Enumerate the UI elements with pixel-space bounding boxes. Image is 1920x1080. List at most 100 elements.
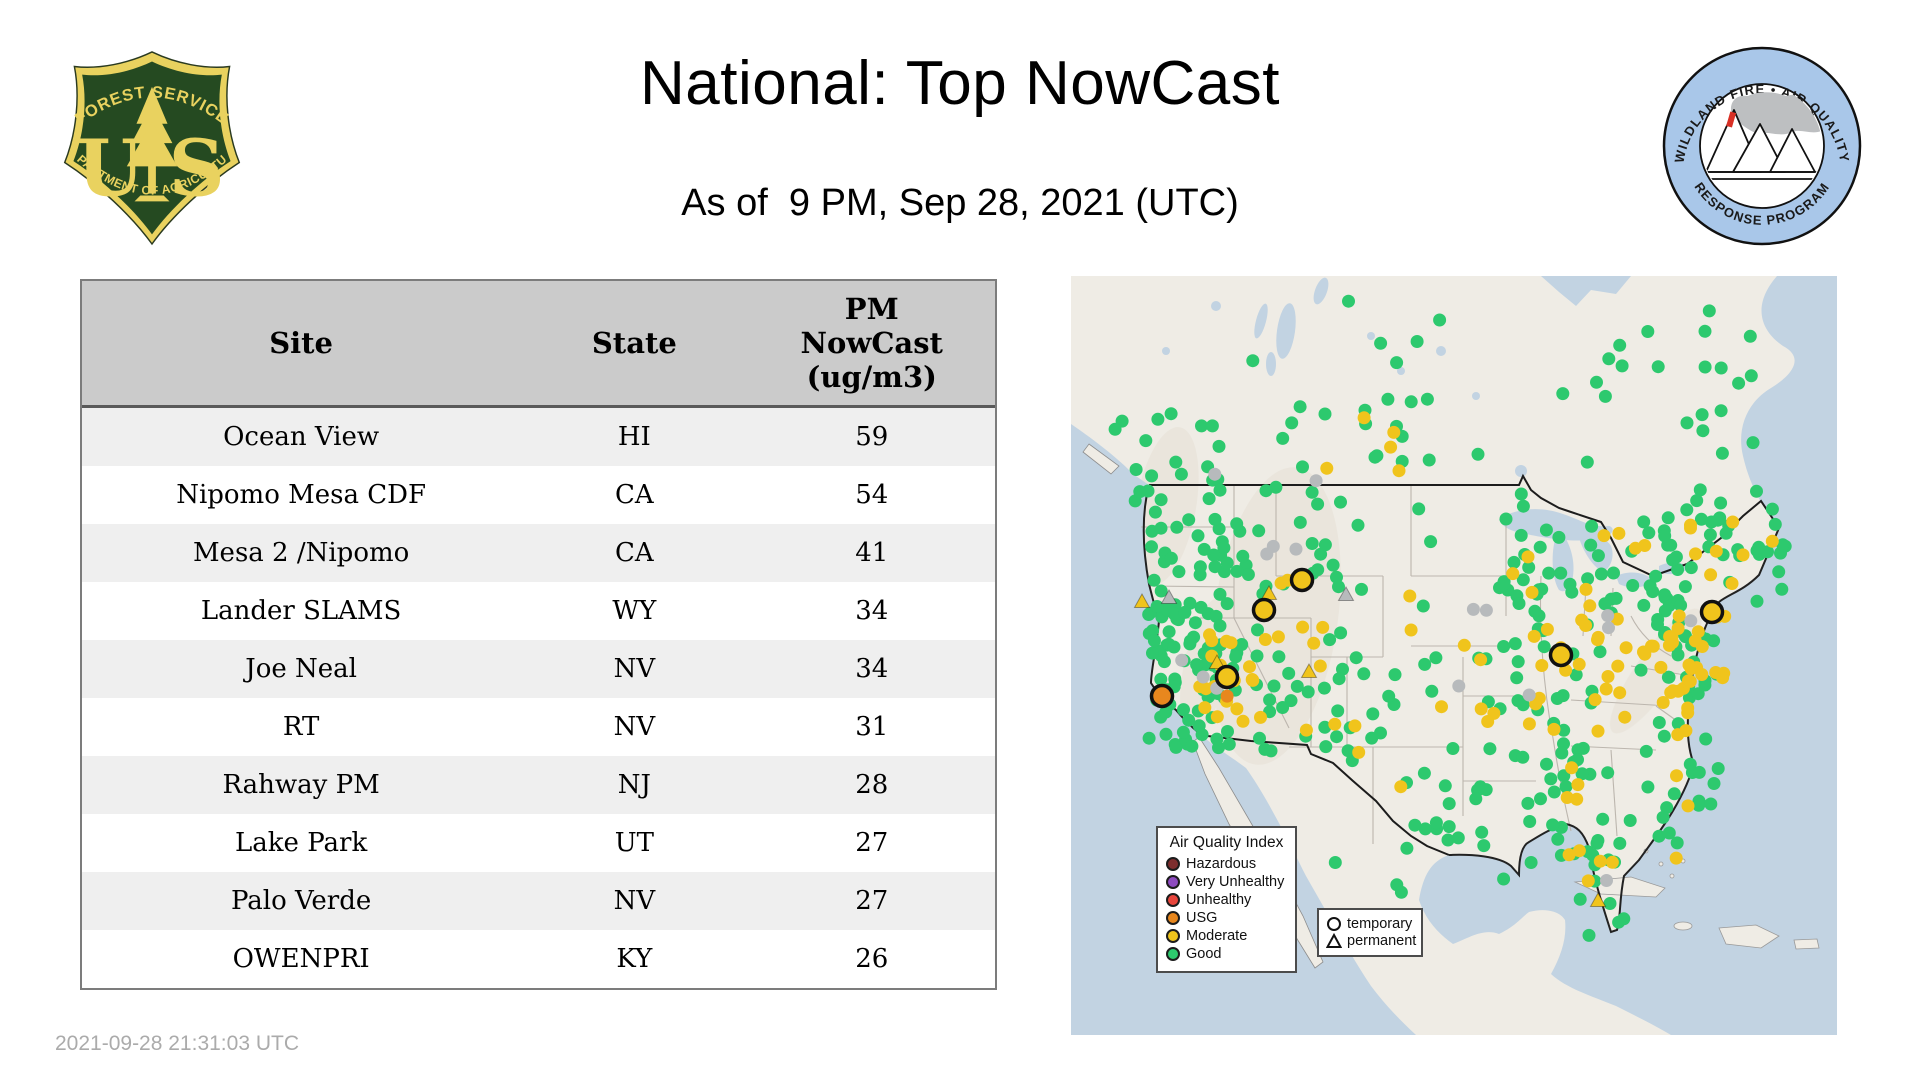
monitor-dot-green xyxy=(1424,535,1438,549)
monitor-dot-green xyxy=(1330,570,1343,584)
monitor-dot-green xyxy=(1195,728,1209,742)
monitor-dot-yellow xyxy=(1681,799,1695,813)
cell-state: WY xyxy=(612,596,657,626)
table-row: Mesa 2 /Nipomo CA 41 xyxy=(82,524,995,582)
monitor-dot-yellow xyxy=(1765,534,1779,548)
monitor-dot-green xyxy=(1172,565,1186,579)
monitor-dot-green xyxy=(1139,434,1153,448)
monitor-dot-green xyxy=(1591,549,1605,563)
monitor-dot-yellow xyxy=(1316,620,1330,634)
monitor-dot-green xyxy=(1301,685,1315,699)
monitor-dot-green xyxy=(1609,591,1623,605)
monitor-dot-yellow xyxy=(1254,710,1267,724)
aqi-legend-label: Unhealthy xyxy=(1186,892,1252,908)
monitor-dot-green xyxy=(1534,792,1547,806)
monitor-dot-green xyxy=(1188,616,1202,630)
monitor-dot-green xyxy=(1178,605,1192,619)
monitor-dot-gray xyxy=(1466,602,1480,616)
aqi-legend: Air Quality Index Hazardous Very Unhealth… xyxy=(1156,826,1297,973)
aqi-legend-label: Very Unhealthy xyxy=(1186,874,1285,890)
monitor-dot-green xyxy=(1569,668,1583,682)
monitor-dot-gray xyxy=(1196,670,1210,684)
forest-service-shield-icon: FOREST SERVICE DEPARTMENT OF AGRICULTURE… xyxy=(50,29,241,246)
monitor-dot-yellow xyxy=(1736,548,1750,562)
monitor-dot-yellow xyxy=(1671,728,1685,742)
monitor-dot-green xyxy=(1417,766,1431,780)
temporary-monitor-triangle xyxy=(1160,588,1178,604)
monitor-dot-yellow xyxy=(1605,855,1619,869)
cell-site: Joe Neal xyxy=(245,654,357,684)
monitor-dot-green xyxy=(1575,767,1589,781)
monitor-dot-green xyxy=(1658,604,1672,618)
page-title: National: Top NowCast xyxy=(639,49,1280,118)
monitor-dot-yellow xyxy=(1205,634,1219,648)
monitor-dot-green xyxy=(1596,812,1610,826)
monitor-dot-green xyxy=(1584,538,1598,552)
aqi-color-dot xyxy=(1166,893,1180,907)
monitor-dot-green xyxy=(1328,856,1342,869)
cell-site: Lander SLAMS xyxy=(200,596,402,626)
cell-site: RT xyxy=(282,712,320,742)
monitor-dot-green xyxy=(1776,538,1790,552)
monitor-dot-green xyxy=(1601,766,1615,780)
monitor-dot-green xyxy=(1193,560,1207,574)
aqi-color-dot xyxy=(1166,875,1180,889)
monitor-dot-green xyxy=(1319,740,1333,754)
monitor-dot-green xyxy=(1145,540,1158,554)
monitor-dot-green xyxy=(1205,419,1219,433)
monitor-dot-green xyxy=(1167,607,1181,621)
monitor-dot-yellow xyxy=(1572,844,1586,858)
monitor-dot-yellow xyxy=(1689,547,1702,561)
marker-type-legend: temporary permanent xyxy=(1317,908,1423,957)
monitor-dot-green xyxy=(1634,663,1648,677)
monitor-dot-yellow xyxy=(1695,640,1709,653)
cell-state: NJ xyxy=(617,770,651,800)
monitor-dot-green xyxy=(1381,392,1395,406)
monitor-dot-green xyxy=(1374,726,1387,740)
monitor-dot-green xyxy=(1190,658,1204,672)
monitor-dot-green xyxy=(1580,455,1594,469)
smoke-plume xyxy=(1731,92,1822,135)
monitor-dot-green xyxy=(1374,336,1388,350)
monitor-dot-green xyxy=(1573,892,1587,906)
monitor-dot-yellow xyxy=(1457,638,1471,652)
monitor-dot-yellow xyxy=(1307,636,1321,650)
cell-state: CA xyxy=(615,538,654,568)
monitor-dot-green xyxy=(1164,551,1178,565)
monitor-dot-green xyxy=(1368,450,1382,464)
monitor-dot-green xyxy=(1394,885,1408,899)
cell-site: OWENPRI xyxy=(232,944,370,974)
monitor-dot-gray xyxy=(1602,621,1615,635)
monitor-dot-green xyxy=(1422,453,1436,467)
monitor-dot-green xyxy=(1615,359,1629,373)
monitor-dot-green xyxy=(1253,731,1266,745)
monitor-dot-green xyxy=(1711,762,1725,775)
monitor-dot-yellow xyxy=(1258,633,1272,646)
monitor-dot-green xyxy=(1142,731,1156,745)
monitor-dot-green xyxy=(1643,579,1657,593)
monitor-dot-green xyxy=(1318,720,1332,734)
monitor-dot-green xyxy=(1702,304,1716,318)
monitor-dot-green xyxy=(1499,512,1513,526)
monitor-dot-green xyxy=(1652,716,1666,729)
temporary-monitor-triangle xyxy=(1337,585,1355,601)
aqi-legend-item: Hazardous xyxy=(1166,856,1287,872)
monitor-dot-green xyxy=(1674,598,1688,612)
monitor-dot-yellow xyxy=(1613,686,1627,700)
monitor-dot-green xyxy=(1282,666,1296,680)
monitor-dot-green xyxy=(1167,640,1181,654)
monitor-dot-yellow xyxy=(1646,639,1660,653)
monitor-dot-green xyxy=(1222,737,1236,751)
monitor-dot-green xyxy=(1147,634,1161,648)
monitor-dot-green xyxy=(1241,568,1255,581)
highlighted-site-marker xyxy=(1214,664,1240,690)
monitor-dot-green xyxy=(1197,542,1211,556)
monitor-dot-yellow xyxy=(1583,599,1597,613)
monitor-dot-green xyxy=(1699,732,1713,746)
monitor-dot-green xyxy=(1542,566,1556,580)
monitor-dot-green xyxy=(1290,679,1304,693)
monitor-dot-green xyxy=(1213,483,1227,497)
monitor-dot-green xyxy=(1669,550,1683,564)
monitor-dot-green xyxy=(1704,797,1718,811)
monitor-dot-green xyxy=(1598,597,1612,611)
